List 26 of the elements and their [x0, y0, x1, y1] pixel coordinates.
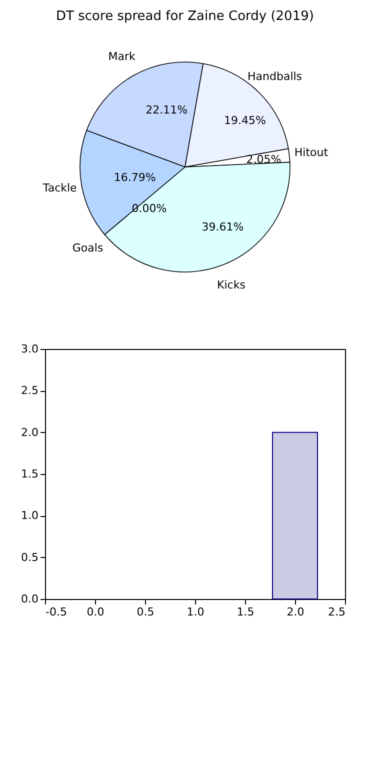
data-label: 16.79% [114, 171, 156, 184]
x-tick-label: 0.0 [86, 606, 104, 618]
y-tick-label: 1.0 [21, 509, 38, 522]
data-label: 2.05% [246, 152, 282, 166]
chart-title: DT score spread for Zaine Cordy (2019) [56, 9, 314, 24]
y-tick-label: 2.5 [21, 384, 38, 398]
slice-label: Hitout [294, 146, 329, 160]
y-tick-label: 1.5 [21, 468, 38, 480]
x-tick-label: 2.5 [328, 606, 346, 618]
x-tick-label: 1.5 [236, 606, 254, 618]
y-tick-label: 0.5 [21, 550, 38, 564]
slice-label: Kicks [217, 278, 246, 292]
y-tick-label: 2.0 [21, 426, 38, 439]
slice-label: Tackle [42, 182, 78, 195]
x-tick-label: 0.5 [136, 606, 154, 618]
data-label: 19.45% [224, 114, 266, 127]
data-label: 22.11% [146, 104, 188, 117]
category-label: Goals [72, 242, 104, 255]
x-tick-label: -0.5 [46, 606, 67, 618]
slice-label: Handballs [248, 70, 302, 84]
y-tick-label: 0.0 [21, 592, 38, 606]
x-tick-label: 2.0 [286, 606, 304, 618]
data-label: 39.61% [202, 220, 244, 234]
slice-label: Mark [108, 50, 136, 63]
x-tick-label: 1.0 [186, 606, 204, 618]
y-tick-label: 3.0 [21, 342, 38, 356]
